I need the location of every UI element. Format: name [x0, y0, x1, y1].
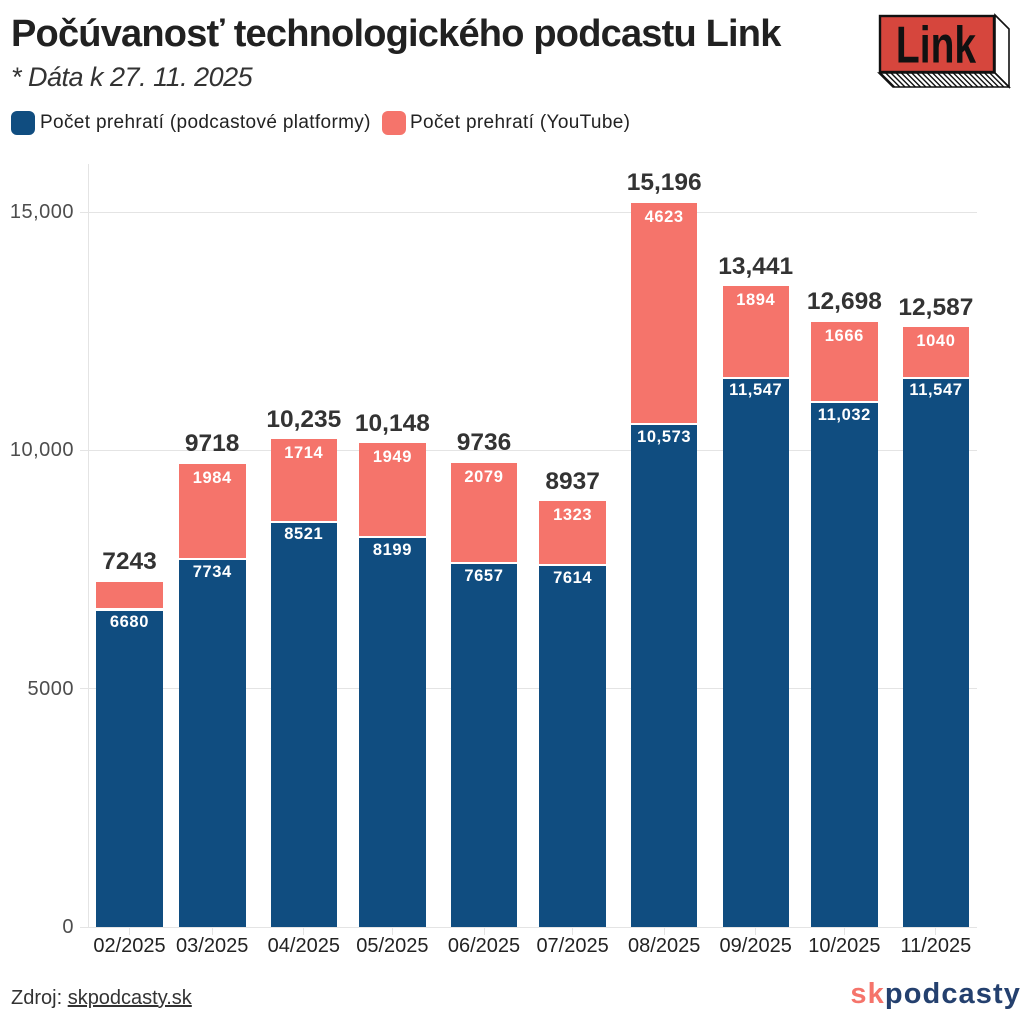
- svg-text:Link: Link: [896, 15, 977, 74]
